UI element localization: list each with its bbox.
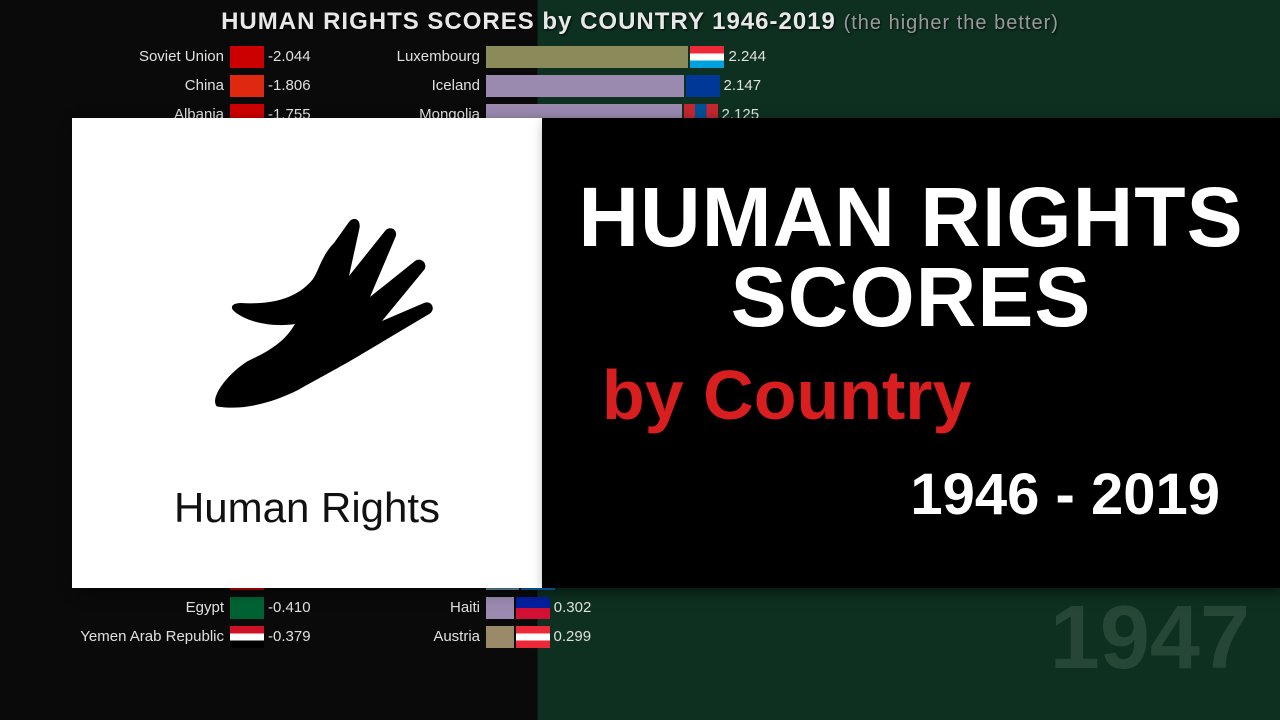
title-line1: HUMAN RIGHTS SCORES bbox=[572, 178, 1250, 338]
bar-wrap: 2.147 bbox=[486, 75, 766, 97]
right-country-label: Austria bbox=[326, 628, 486, 645]
bar-wrap: 0.299 bbox=[486, 626, 766, 648]
right-value: 0.299 bbox=[554, 628, 592, 645]
flag-icon bbox=[230, 46, 264, 68]
flag-icon bbox=[230, 75, 264, 97]
title-line3: 1946 - 2019 bbox=[910, 461, 1250, 528]
bar bbox=[486, 626, 514, 648]
title-panel: HUMAN RIGHTS SCORES by Country 1946 - 20… bbox=[542, 118, 1280, 588]
flag-icon bbox=[230, 626, 264, 648]
left-value: -0.379 bbox=[268, 628, 326, 645]
left-country-label: Egypt bbox=[0, 599, 230, 616]
logo-card: Human Rights bbox=[72, 118, 542, 588]
bar bbox=[486, 597, 514, 619]
title-line2: by Country bbox=[572, 355, 971, 435]
table-row: China -1.806Iceland 2.147 bbox=[0, 71, 1280, 100]
flag-icon bbox=[230, 597, 264, 619]
right-country-label: Haiti bbox=[326, 599, 486, 616]
logo-caption: Human Rights bbox=[174, 484, 440, 532]
right-value: 0.302 bbox=[554, 599, 592, 616]
bar bbox=[486, 46, 688, 68]
left-country-label: China bbox=[0, 77, 230, 94]
bar-wrap: 0.302 bbox=[486, 597, 766, 619]
table-row: Soviet Union -2.044Luxembourg 2.244 bbox=[0, 42, 1280, 71]
bg-header-main: HUMAN RIGHTS SCORES by COUNTRY 1946-2019 bbox=[221, 8, 836, 35]
flag-icon bbox=[690, 46, 724, 68]
bg-year: 1947 bbox=[1050, 587, 1250, 690]
bg-header-sub: (the higher the better) bbox=[844, 12, 1059, 34]
left-country-label: Soviet Union bbox=[0, 48, 230, 65]
flag-icon bbox=[686, 75, 720, 97]
bar-wrap: 2.244 bbox=[486, 46, 766, 68]
left-value: -0.410 bbox=[268, 599, 326, 616]
human-rights-bird-icon bbox=[157, 174, 457, 474]
flag-icon bbox=[516, 597, 550, 619]
left-value: -2.044 bbox=[268, 48, 326, 65]
left-country-label: Yemen Arab Republic bbox=[0, 628, 230, 645]
left-value: -1.806 bbox=[268, 77, 326, 94]
flag-icon bbox=[516, 626, 550, 648]
right-country-label: Iceland bbox=[326, 77, 486, 94]
right-value: 2.147 bbox=[724, 77, 762, 94]
right-value: 2.244 bbox=[728, 48, 766, 65]
right-country-label: Luxembourg bbox=[326, 48, 486, 65]
bar bbox=[486, 75, 684, 97]
bg-header: HUMAN RIGHTS SCORES by COUNTRY 1946-2019… bbox=[0, 8, 1280, 36]
